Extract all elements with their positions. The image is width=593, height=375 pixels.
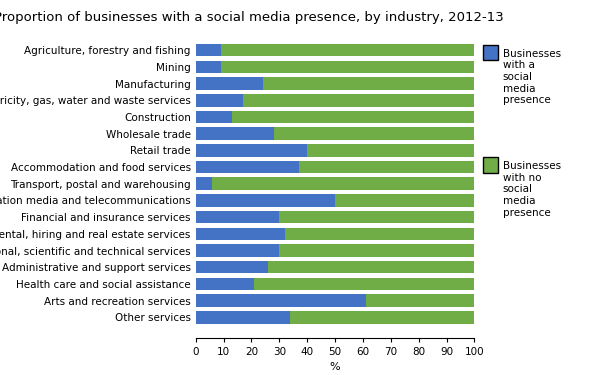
Bar — [221, 44, 474, 57]
Bar — [212, 177, 474, 190]
Bar — [196, 294, 366, 307]
Bar — [285, 228, 474, 240]
Bar — [196, 244, 279, 257]
Bar — [335, 194, 474, 207]
Bar — [196, 94, 243, 106]
Bar — [279, 244, 474, 257]
Text: Proportion of businesses with a social media presence, by industry, 2012-13: Proportion of businesses with a social m… — [0, 11, 504, 24]
Bar — [299, 161, 474, 173]
Bar — [196, 211, 279, 224]
Bar — [196, 77, 263, 90]
Bar — [221, 61, 474, 73]
Bar — [196, 194, 335, 207]
Bar — [279, 211, 474, 224]
Bar — [291, 311, 474, 324]
Bar — [196, 161, 299, 173]
Bar — [196, 144, 307, 157]
Text: Businesses
with a
social
media
presence: Businesses with a social media presence — [503, 49, 561, 105]
Text: Businesses
with no
social
media
presence: Businesses with no social media presence — [503, 161, 561, 218]
Bar — [254, 278, 474, 290]
Bar — [196, 111, 232, 123]
Bar — [268, 261, 474, 273]
Bar — [274, 128, 474, 140]
Bar — [196, 261, 268, 273]
Bar — [196, 177, 212, 190]
Bar — [243, 94, 474, 106]
Bar — [196, 61, 221, 73]
Bar — [196, 228, 285, 240]
Bar — [263, 77, 474, 90]
Bar — [196, 311, 291, 324]
Bar — [196, 44, 221, 57]
Bar — [232, 111, 474, 123]
Bar — [307, 144, 474, 157]
Bar — [366, 294, 474, 307]
X-axis label: %: % — [330, 362, 340, 372]
Bar — [196, 278, 254, 290]
Bar — [196, 128, 274, 140]
